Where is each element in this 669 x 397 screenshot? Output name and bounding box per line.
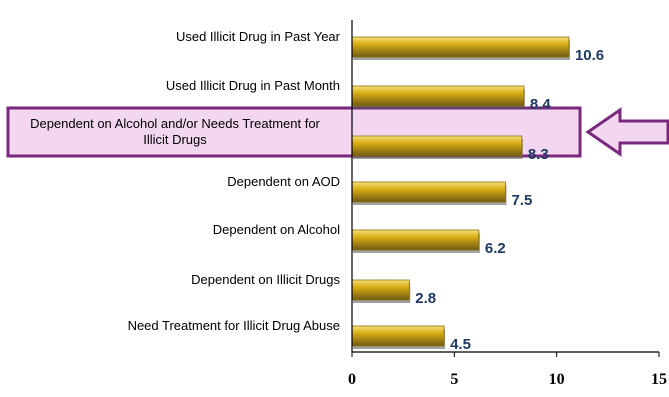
value-label: 4.5 <box>450 336 471 353</box>
bar <box>351 36 570 58</box>
x-tick-label: 10 <box>549 371 565 388</box>
category-label: Dependent on Alcohol and/or Needs Treatm… <box>30 116 320 147</box>
highlight-arrow <box>585 107 669 157</box>
bar <box>351 325 445 347</box>
x-tick-label: 5 <box>450 371 458 388</box>
category-label: Dependent on Alcohol <box>213 222 340 237</box>
category-label: Used Illicit Drug in Past Year <box>176 29 341 44</box>
value-label: 10.6 <box>575 47 604 64</box>
value-label: 8.4 <box>530 96 552 113</box>
value-label: 2.8 <box>415 290 436 307</box>
highlight-box <box>6 106 582 158</box>
bar <box>351 135 523 157</box>
value-label: 6.2 <box>485 240 506 257</box>
bar <box>351 181 506 203</box>
x-tick-label: 15 <box>651 371 667 388</box>
category-label: Need Treatment for Illicit Drug Abuse <box>128 318 340 333</box>
category-label: Dependent on Illicit Drugs <box>191 272 340 287</box>
bar <box>351 279 410 301</box>
bar <box>351 85 525 107</box>
category-label: Used Illicit Drug in Past Month <box>166 78 340 93</box>
category-label: Dependent on AOD <box>227 174 340 189</box>
value-label: 8.3 <box>528 146 549 163</box>
value-label: 7.5 <box>512 192 533 209</box>
x-tick-label: 0 <box>348 371 356 388</box>
bar <box>351 229 480 251</box>
